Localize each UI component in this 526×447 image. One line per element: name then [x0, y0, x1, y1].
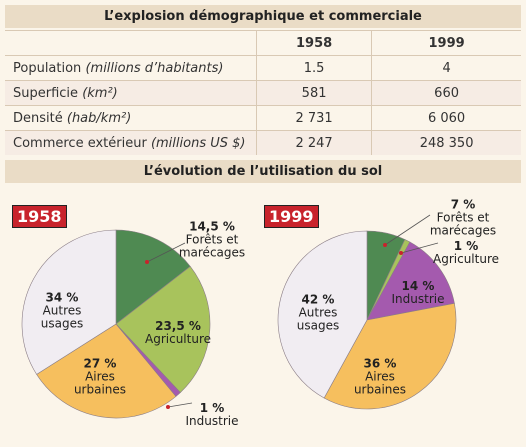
slice-percent: 14 % — [401, 279, 435, 293]
chart-title: 1958 — [12, 205, 67, 228]
row-label: Commerce extérieur — [13, 135, 147, 151]
slice-name: Agriculture — [145, 332, 211, 346]
slice-name: Agriculture — [433, 252, 499, 266]
slice-label: 14,5 % Forêts et marécages — [167, 219, 257, 260]
slice-name: Forêts et marécages — [429, 210, 497, 238]
column-header: 1999 — [371, 30, 521, 56]
slice-label: 23,5 % Agriculture — [138, 320, 218, 346]
table-row: Densité (hab/km²) 2 731 6 060 — [5, 105, 521, 131]
pie-slice — [366, 241, 455, 321]
slice-label: 1 % Agriculture — [426, 240, 506, 266]
pie-slice — [115, 265, 211, 393]
row-label: Population — [13, 60, 82, 76]
table-cell: 660 — [371, 80, 521, 106]
pie-slice — [21, 229, 117, 375]
table-row: Commerce extérieur (millions US $) 2 247 2… — [5, 130, 521, 155]
slice-label: 1 % Industrie — [172, 402, 252, 428]
table-cell: 248 350 — [371, 130, 521, 155]
slice-percent: 1 % — [199, 401, 225, 415]
pie-slice — [277, 230, 368, 399]
pie-slice — [323, 302, 457, 410]
row-label-cell: Commerce extérieur (millions US $) — [5, 130, 257, 155]
leader-dot — [399, 251, 403, 255]
table: 1958 1999 Population (millions d’habitants… — [5, 30, 521, 155]
slice-percent: 1 % — [453, 239, 479, 253]
leader-dot — [145, 260, 149, 264]
column-header: 1958 — [255, 30, 372, 56]
header-row: 1958 1999 — [5, 30, 521, 56]
slice-label: 14 % Industrie — [378, 280, 458, 306]
pie-slice — [115, 229, 191, 325]
slice-percent: 27 % — [83, 356, 117, 371]
slice-name: Aires urbaines — [353, 369, 407, 397]
slice-label: 34 % Autres usages — [22, 290, 102, 331]
row-label-cell: Densité (hab/km²) — [5, 105, 257, 131]
leader-line — [146, 242, 186, 263]
table-cell: 4 — [371, 55, 521, 81]
leader-dot — [166, 405, 170, 409]
slice-name: Industrie — [185, 414, 239, 428]
slice-percent: 14,5 % — [189, 219, 235, 234]
row-label: Superficie — [13, 85, 79, 101]
row-label: Densité — [13, 110, 63, 126]
leader-line — [400, 242, 439, 254]
table-cell: 2 247 — [255, 130, 372, 155]
slice-name: Autres usages — [40, 303, 84, 331]
table-row: Population (millions d’habitants) 1.5 4 — [5, 55, 521, 81]
row-unit: (millions US $) — [150, 135, 246, 151]
leader-line — [384, 214, 431, 246]
slice-label: 27 % Aires urbaines — [60, 356, 140, 397]
header-cell — [5, 30, 257, 56]
charts — [21, 214, 457, 419]
row-label-cell: Population (millions d’habitants) — [5, 55, 257, 81]
chart-title: 1999 — [264, 205, 319, 228]
leader-dot — [383, 243, 387, 247]
slice-label: 36 % Aires urbaines — [340, 356, 420, 397]
slice-label: 7 % Forêts et marécages — [418, 197, 508, 238]
row-unit: (millions d’habitants) — [85, 60, 224, 76]
leader-line — [167, 402, 193, 408]
slice-name: Autres usages — [296, 305, 340, 333]
table-cell: 2 731 — [255, 105, 372, 131]
slice-name: Industrie — [391, 292, 445, 306]
pie-slice — [36, 323, 177, 419]
slice-label: 42 % Autres usages — [278, 292, 358, 333]
row-unit: (km²) — [82, 85, 118, 101]
slice-percent: 7 % — [450, 197, 476, 212]
section-title: L’évolution de l’utilisation du sol — [5, 160, 521, 183]
slice-percent: 34 % — [45, 290, 79, 305]
slice-percent: 23,5 % — [155, 319, 201, 333]
row-label-cell: Superficie (km²) — [5, 80, 257, 106]
table-cell: 581 — [255, 80, 372, 106]
table-cell: 6 060 — [371, 105, 521, 131]
row-unit: (hab/km²) — [66, 110, 132, 126]
slice-percent: 36 % — [363, 356, 397, 371]
table-cell: 1.5 — [255, 55, 372, 81]
table-title: L’explosion démographique et commerciale — [5, 5, 521, 28]
table-row: Superficie (km²) 581 660 — [5, 80, 521, 106]
slice-name: Forêts et marécages — [178, 232, 246, 260]
slice-percent: 42 % — [301, 292, 335, 307]
slice-name: Aires urbaines — [73, 369, 127, 397]
